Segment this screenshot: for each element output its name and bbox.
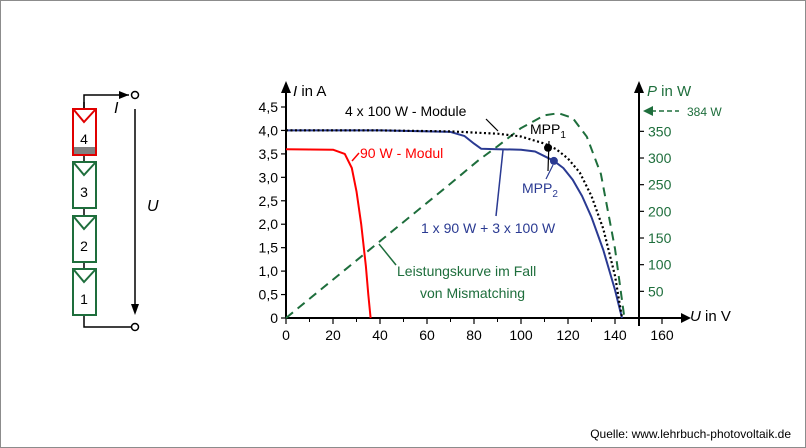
current-label: I (114, 100, 119, 117)
x-tick-label: 0 (282, 327, 290, 343)
solar-module-1 (72, 268, 97, 316)
circuit-diagram (72, 90, 140, 332)
x-tick-label: 40 (372, 327, 388, 343)
max-power-label: 384 W (687, 105, 722, 119)
y2-tick-label: 350 (648, 123, 672, 139)
solar-module-2 (72, 215, 97, 263)
y2-tick-label: 200 (648, 203, 672, 219)
y-tick-label: 4,5 (259, 99, 279, 115)
terminal-bottom (130, 322, 140, 332)
y2-tick-label: 100 (648, 257, 672, 273)
y2-tick-label: 50 (648, 283, 664, 299)
diode-symbol-icon (73, 269, 96, 284)
y2-tick-label: 150 (648, 230, 672, 246)
label-mismatch: 1 x 90 W + 3 x 100 W (421, 220, 556, 236)
x-tick-label: 100 (509, 327, 533, 343)
terminal-top (130, 90, 140, 100)
module-number-2: 2 (80, 238, 88, 254)
label-90w: 90 W - Modul (360, 145, 443, 161)
x-axis-label: U in V (690, 308, 731, 325)
label-power-leader (378, 243, 397, 266)
y-axis-label: I in A (293, 83, 326, 100)
mpp2-label: MPP2 (522, 180, 558, 200)
mpp1-leader (547, 140, 550, 172)
x-tick-label: 140 (603, 327, 627, 343)
voltage-arrow-icon (131, 304, 139, 315)
label-90w-leader (351, 152, 360, 162)
module-number-3: 3 (80, 184, 88, 200)
x-axis-arrow-icon (681, 313, 691, 323)
mpp1-label: MPP1 (530, 121, 566, 141)
mpp-point-1 (544, 143, 553, 152)
y-tick-label: 0,5 (259, 287, 279, 303)
max-power-arrow-icon (643, 106, 653, 116)
diode-symbol-icon (73, 162, 96, 177)
module-number-1: 1 (80, 291, 88, 307)
x-tick-label: 80 (466, 327, 482, 343)
y2-axis-arrow-icon (634, 81, 644, 93)
current-arrow-icon (119, 91, 129, 99)
y-tick-label: 2,5 (259, 193, 279, 209)
voltage-label: U (147, 198, 159, 215)
label-mismatch-leader (495, 149, 504, 217)
solar-module-4 (72, 108, 97, 156)
y-tick-label: 1,5 (259, 240, 279, 256)
x-tick-label: 160 (650, 327, 674, 343)
y-tick-label: 3,5 (259, 146, 279, 162)
y-tick-label: 1,0 (259, 263, 279, 279)
mpp2-leader (545, 164, 554, 180)
x-tick-label: 60 (419, 327, 435, 343)
label-4x100: 4 x 100 W - Module (345, 103, 467, 119)
source-credit: Quelle: www.lehrbuch-photovoltaik.de (590, 427, 791, 441)
label-4x100-leader (485, 118, 499, 132)
y-tick-label: 4,0 (259, 122, 279, 138)
label-power-1: Leistungskurve im Fall (397, 263, 536, 279)
x-tick-label: 120 (556, 327, 580, 343)
y-tick-label: 0 (270, 310, 278, 326)
mpp-point-2 (549, 156, 558, 165)
shading-bar (74, 147, 95, 154)
y-axis-arrow-icon (281, 81, 291, 93)
series-line-1 (286, 129, 623, 319)
series-line-2 (285, 148, 372, 319)
diode-symbol-icon (73, 216, 96, 231)
y-tick-label: 2,0 (259, 216, 279, 232)
y2-axis-label: P in W (647, 83, 692, 100)
y2-tick-label: 250 (648, 177, 672, 193)
label-power-2: von Mismatching (420, 285, 525, 301)
diode-symbol-icon (73, 109, 96, 124)
solar-module-3 (72, 161, 97, 209)
y-tick-label: 3,0 (259, 169, 279, 185)
x-tick-label: 20 (325, 327, 341, 343)
module-number-4: 4 (80, 131, 88, 147)
y2-tick-label: 300 (648, 150, 672, 166)
series-line-3 (285, 112, 626, 319)
circuit-wire-bottom (83, 316, 131, 328)
